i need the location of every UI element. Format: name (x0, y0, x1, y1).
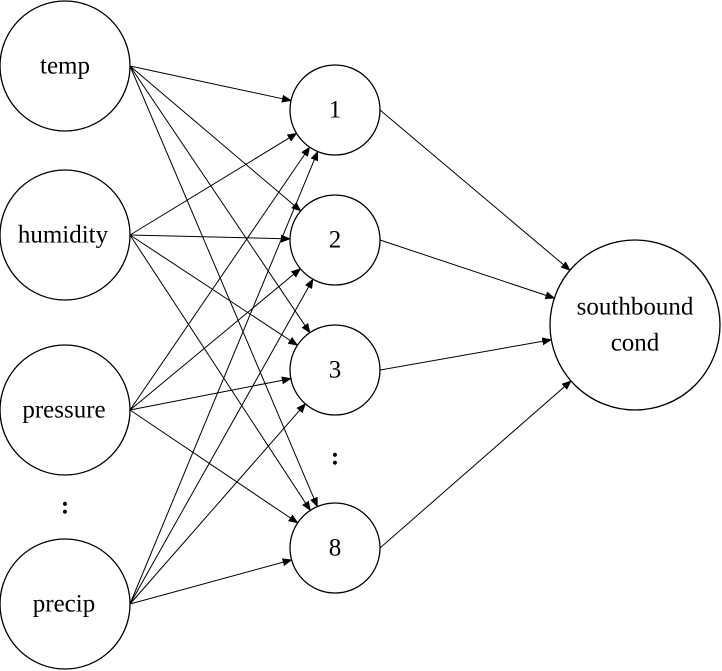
hidden-node-1: 1 (289, 64, 381, 156)
edge-h8-to-out (379, 380, 572, 549)
edge-precip-to-h3 (129, 403, 307, 605)
input-node-precip-circle (0, 538, 131, 670)
edge-precip-to-h2 (129, 278, 314, 605)
edge-temp-to-h3 (129, 65, 311, 334)
edge-pressure-to-h8 (129, 409, 299, 524)
edge-pressure-to-h1 (129, 146, 311, 411)
hidden-node-8-label: 8 (329, 535, 342, 562)
edge-temp-to-h2 (129, 65, 302, 212)
edge-humidity-to-h2 (129, 234, 292, 243)
input-node-temp-circle (0, 0, 131, 132)
edge-h3-to-out (379, 337, 553, 371)
input-node-temp-label: temp (40, 53, 90, 80)
hidden-node-8-circle (289, 502, 381, 594)
hidden-node-8: 8 (289, 502, 381, 594)
edge-humidity-to-h8 (129, 234, 311, 512)
hidden-node-1-label: 1 (329, 97, 342, 124)
output-node-circle (549, 239, 721, 411)
input-node-pressure-label: pressure (22, 397, 105, 424)
input-node-temp: temp (0, 0, 131, 132)
input-layer-ellipsis: : (61, 493, 69, 520)
input-node-humidity: humidity (0, 169, 131, 301)
hidden-node-2-label: 2 (329, 227, 342, 254)
hidden-node-1-circle (289, 64, 381, 156)
edge-pressure-to-h2 (129, 268, 302, 411)
edge-h2-to-out (379, 239, 556, 300)
output-node-label-line-1: southbound (577, 294, 694, 321)
output-node-southbound-cond: southbound cond (549, 239, 721, 411)
input-node-humidity-label: humidity (18, 222, 109, 249)
edge-precip-to-h1 (129, 150, 319, 605)
hidden-node-2: 2 (289, 194, 381, 286)
output-node-label-line-2: cond (611, 330, 660, 357)
hidden-node-3-circle (289, 324, 381, 416)
edge-temp-to-h8 (129, 65, 318, 508)
hidden-node-3-label: 3 (329, 357, 342, 384)
edges-layer (129, 65, 572, 605)
edge-pressure-to-h3 (129, 376, 292, 411)
hidden-node-3: 3 (289, 324, 381, 416)
edge-humidity-to-h3 (129, 234, 299, 346)
input-node-pressure: pressure (0, 344, 131, 476)
hidden-layer-ellipsis: : (331, 444, 339, 471)
input-node-humidity-circle (0, 169, 131, 301)
input-node-pressure-circle (0, 344, 131, 476)
input-node-precip-label: precip (33, 591, 95, 618)
edge-humidity-to-h1 (129, 132, 298, 236)
edge-precip-to-h8 (129, 558, 293, 605)
hidden-node-2-circle (289, 194, 381, 286)
edge-temp-to-h1 (129, 65, 292, 103)
edge-h1-to-out (379, 109, 571, 271)
input-node-precip: precip (0, 538, 131, 670)
